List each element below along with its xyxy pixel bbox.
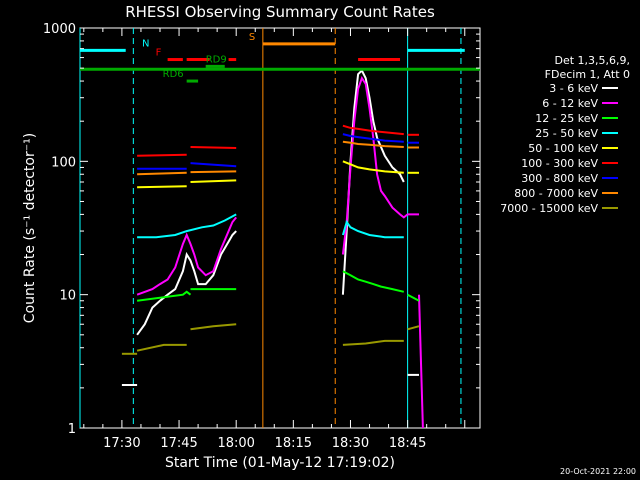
series-line-0-1 — [136, 230, 237, 336]
annotation-label-3: RD9 — [206, 54, 227, 65]
series-line-5-2 — [342, 124, 404, 136]
series-line-3-0 — [137, 213, 237, 239]
vertical-markers — [79, 28, 462, 428]
series-layer — [121, 68, 424, 429]
series-line-5-0 — [137, 153, 187, 157]
series-line-8-1 — [136, 343, 187, 352]
series-line-7-2 — [342, 140, 404, 148]
series-line-8-2 — [190, 323, 237, 331]
x-tick-label-4: 18:30 — [332, 436, 369, 451]
x-tick-label-5: 18:45 — [389, 436, 426, 451]
series-line-8-3 — [342, 339, 404, 346]
legend-entry-8: 7000 - 15000 keV — [500, 202, 598, 215]
legend: Det 1,3,5,6,9,FDecim 1, Att 03 - 6 keV 6 … — [500, 54, 630, 215]
datestamp: 20-Oct-2021 22:00 — [560, 467, 636, 476]
legend-entry-2: 12 - 25 keV — [535, 112, 598, 125]
series-line-4-0 — [137, 185, 187, 189]
y-axis-label: Count Rate (s⁻¹ detector⁻¹) — [22, 133, 38, 323]
y-tick-label-2: 100 — [51, 155, 76, 170]
y-tick-label-0: 1 — [68, 422, 76, 437]
series-line-2-0 — [136, 290, 192, 302]
series-line-1-2 — [418, 294, 424, 429]
annotation-label-1: S — [249, 32, 255, 43]
legend-entry-6: 300 - 800 keV — [521, 172, 598, 185]
series-line-1-0 — [136, 216, 237, 296]
series-line-2-3 — [407, 293, 420, 302]
legend-header-0: Det 1,3,5,6,9, — [554, 54, 630, 67]
chart-title: RHESSI Observing Summary Count Rates — [125, 3, 435, 21]
legend-entry-5: 100 - 300 keV — [521, 157, 598, 170]
legend-entry-1: 6 - 12 keV — [542, 97, 598, 110]
annotation-label-0: N — [142, 38, 149, 49]
series-line-4-1 — [190, 179, 237, 183]
x-tick-label-0: 17:30 — [103, 436, 140, 451]
legend-entry-0: 3 - 6 keV — [549, 82, 598, 95]
annotation-label-4: RD6 — [163, 69, 184, 80]
legend-entry-3: 25 - 50 keV — [535, 127, 598, 140]
series-line-6-2 — [342, 133, 404, 143]
series-line-7-0 — [137, 171, 187, 176]
x-tick-label-1: 17:45 — [160, 436, 197, 451]
series-line-4-2 — [342, 160, 404, 174]
x-tick-label-2: 18:00 — [217, 436, 254, 451]
x-axis-label: Start Time (01-May-12 17:19:02) — [165, 455, 395, 471]
series-line-7-1 — [190, 170, 237, 174]
legend-entry-7: 800 - 7000 keV — [514, 187, 598, 200]
y-axis-ticks: 1 10 100 1000 — [43, 22, 480, 437]
series-line-3-1 — [341, 219, 404, 239]
annotation-label-2: F — [156, 48, 162, 59]
x-axis-ticks: 17:30 17:45 18:00 18:15 18:30 18:45 — [83, 28, 466, 451]
annotation-layer: N S F RD9 RD6 — [80, 32, 480, 83]
series-line-5-1 — [190, 146, 237, 149]
series-line-6-1 — [190, 162, 237, 168]
series-line-8-4 — [407, 325, 420, 331]
series-line-2-2 — [342, 270, 405, 293]
y-tick-label-3: 1000 — [43, 22, 76, 37]
x-tick-label-3: 18:15 — [275, 436, 312, 451]
y-tick-label-1: 10 — [59, 289, 76, 304]
legend-header-1: FDecim 1, Att 0 — [545, 68, 630, 81]
legend-entry-4: 50 - 100 keV — [528, 142, 598, 155]
